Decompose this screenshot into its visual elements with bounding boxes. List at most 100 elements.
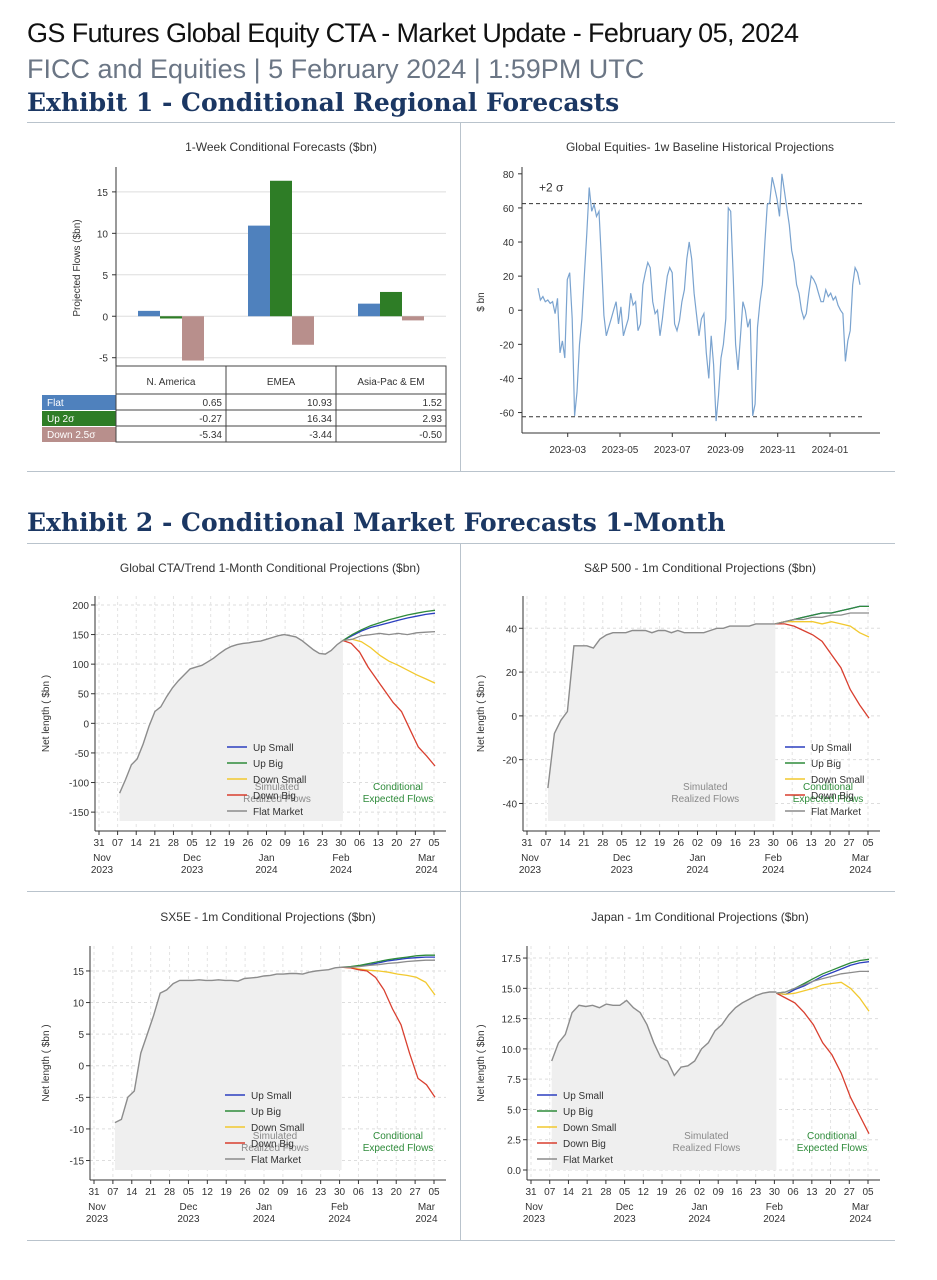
proj-xtick-label: 13 <box>806 838 818 849</box>
table-cell: -0.50 <box>419 430 442 441</box>
proj-month-label: Mar <box>418 1202 436 1213</box>
proj-xtick-label: 14 <box>126 1187 138 1198</box>
proj-xtick-label: 13 <box>373 838 385 849</box>
proj-ytick-label: -100 <box>69 779 89 790</box>
proj-year-label: 2023 <box>91 865 114 876</box>
proj-xtick-label: 20 <box>825 1187 837 1198</box>
proj-year-label: 2024 <box>328 1214 351 1225</box>
proj-xtick-label: 30 <box>334 1187 346 1198</box>
proj-ytick-label: 40 <box>506 624 518 635</box>
proj-xtick-label: 20 <box>391 838 403 849</box>
proj-xtick-label: 14 <box>563 1187 575 1198</box>
legend-label: Down Small <box>251 1123 304 1134</box>
proj-line-up-big <box>341 954 435 968</box>
table-col-header: Asia-Pac & EM <box>357 377 424 388</box>
proj-chart-title: Japan - 1m Conditional Projections ($bn) <box>591 910 808 924</box>
proj-xtick-label: 31 <box>521 838 533 849</box>
legend-label: Down Big <box>563 1139 606 1150</box>
proj-shaded-region <box>551 992 777 1170</box>
bar-1-1 <box>270 180 292 317</box>
proj-xtick-label: 19 <box>224 838 236 849</box>
legend-label: Flat Market <box>563 1155 613 1166</box>
legend-label: Up Small <box>253 743 294 754</box>
proj-ytick-label: -5 <box>75 1093 84 1104</box>
hist-xtick-label: 2023-07 <box>654 445 691 456</box>
proj-ytick-label: 5.0 <box>507 1105 521 1116</box>
proj-chart-title: Global CTA/Trend 1-Month Conditional Pro… <box>120 561 420 575</box>
bar-ylabel: Projected Flows ($bn) <box>72 219 83 316</box>
table-row-label: Down 2.5σ <box>47 430 96 441</box>
proj-ytick-label: 150 <box>72 631 89 642</box>
exhibit1-bottom-rule <box>27 471 895 472</box>
proj-ytick-label: 10.0 <box>502 1045 522 1056</box>
proj-ytick-label: -15 <box>70 1157 85 1168</box>
hist-xtick-label: 2023-11 <box>760 445 796 456</box>
proj-year-label: 2023 <box>181 865 204 876</box>
proj-xtick-label: 30 <box>335 838 347 849</box>
proj-xtick-label: 30 <box>769 1187 781 1198</box>
bar-ytick-label: 10 <box>97 229 109 240</box>
proj-cond-label: Conditional <box>803 782 853 793</box>
proj-cond-label: Expected Flows <box>363 794 434 805</box>
proj-xtick-label: 05 <box>428 1187 440 1198</box>
proj-month-label: Feb <box>331 1202 349 1213</box>
proj-ytick-label: 200 <box>72 601 89 612</box>
proj-xtick-label: 09 <box>711 838 723 849</box>
legend-label: Flat Market <box>811 807 861 818</box>
proj-year-label: 2024 <box>688 1214 711 1225</box>
proj-xtick-label: 06 <box>353 1187 365 1198</box>
exhibit2-mid-rule <box>27 891 895 892</box>
proj-xtick-label: 27 <box>843 838 855 849</box>
page-title: GS Futures Global Equity CTA - Market Up… <box>27 18 799 48</box>
exhibit2-rule <box>27 543 895 544</box>
proj-month-label: Mar <box>852 1202 870 1213</box>
proj-sim-label: Realized Flows <box>672 1143 740 1154</box>
proj-line-up-small <box>342 612 436 642</box>
proj-ytick-label: 100 <box>72 660 89 671</box>
proj-ytick-label: 7.5 <box>507 1075 521 1086</box>
hist-ytick-label: 80 <box>503 170 515 181</box>
proj-cond-label: Conditional <box>373 1131 423 1142</box>
proj-history-line <box>118 633 344 794</box>
proj-ylabel: Net length ( $bn ) <box>476 1024 487 1101</box>
proj-month-label: Jan <box>258 853 274 864</box>
exhibit1-title: Exhibit 1 - Conditional Regional Forecas… <box>27 88 620 117</box>
proj-xtick-label: 05 <box>862 1187 874 1198</box>
proj-year-label: 2023 <box>519 865 542 876</box>
proj-xtick-label: 16 <box>730 838 742 849</box>
proj-line-down-small <box>775 621 870 638</box>
exhibit2-bottom-rule <box>27 1240 895 1241</box>
proj-ytick-label: -10 <box>70 1125 85 1136</box>
proj-line-flat-market <box>342 630 436 642</box>
proj-line-down-big <box>342 639 436 767</box>
bar-0-0 <box>138 310 160 317</box>
hist-xtick-label: 2023-03 <box>549 445 586 456</box>
table-cell: -0.27 <box>199 414 222 425</box>
proj-year-label: 2024 <box>415 1214 438 1225</box>
proj-ytick-label: 0 <box>511 712 517 723</box>
proj-xtick-label: 12 <box>635 838 647 849</box>
proj-xtick-label: 07 <box>540 838 552 849</box>
proj-ytick-label: 17.5 <box>502 954 522 965</box>
proj-ytick-label: 0.0 <box>507 1166 521 1177</box>
hist-ytick-label: -60 <box>500 409 515 420</box>
proj-year-label: 2024 <box>762 865 785 876</box>
table-cell: 1.52 <box>423 398 443 409</box>
exhibit1-rule <box>27 122 895 123</box>
proj-cond-label: Conditional <box>373 782 423 793</box>
bar-1-2 <box>292 316 314 345</box>
proj-cond-label: Conditional <box>807 1131 857 1142</box>
proj-month-label: Mar <box>418 853 436 864</box>
legend-label: Down Small <box>811 775 864 786</box>
hist-ytick-label: 20 <box>503 272 515 283</box>
proj-line-flat-market <box>341 959 435 968</box>
proj-month-label: Jan <box>689 853 705 864</box>
proj-shaded-region <box>547 623 776 821</box>
proj-xtick-label: 02 <box>692 838 704 849</box>
proj-ytick-label: 0 <box>78 1062 84 1073</box>
proj-xtick-label: 12 <box>638 1187 650 1198</box>
proj-month-label: Nov <box>88 1202 106 1213</box>
proj-month-label: Feb <box>765 853 783 864</box>
proj-month-label: Nov <box>525 1202 543 1213</box>
table-cell: 0.65 <box>203 398 223 409</box>
